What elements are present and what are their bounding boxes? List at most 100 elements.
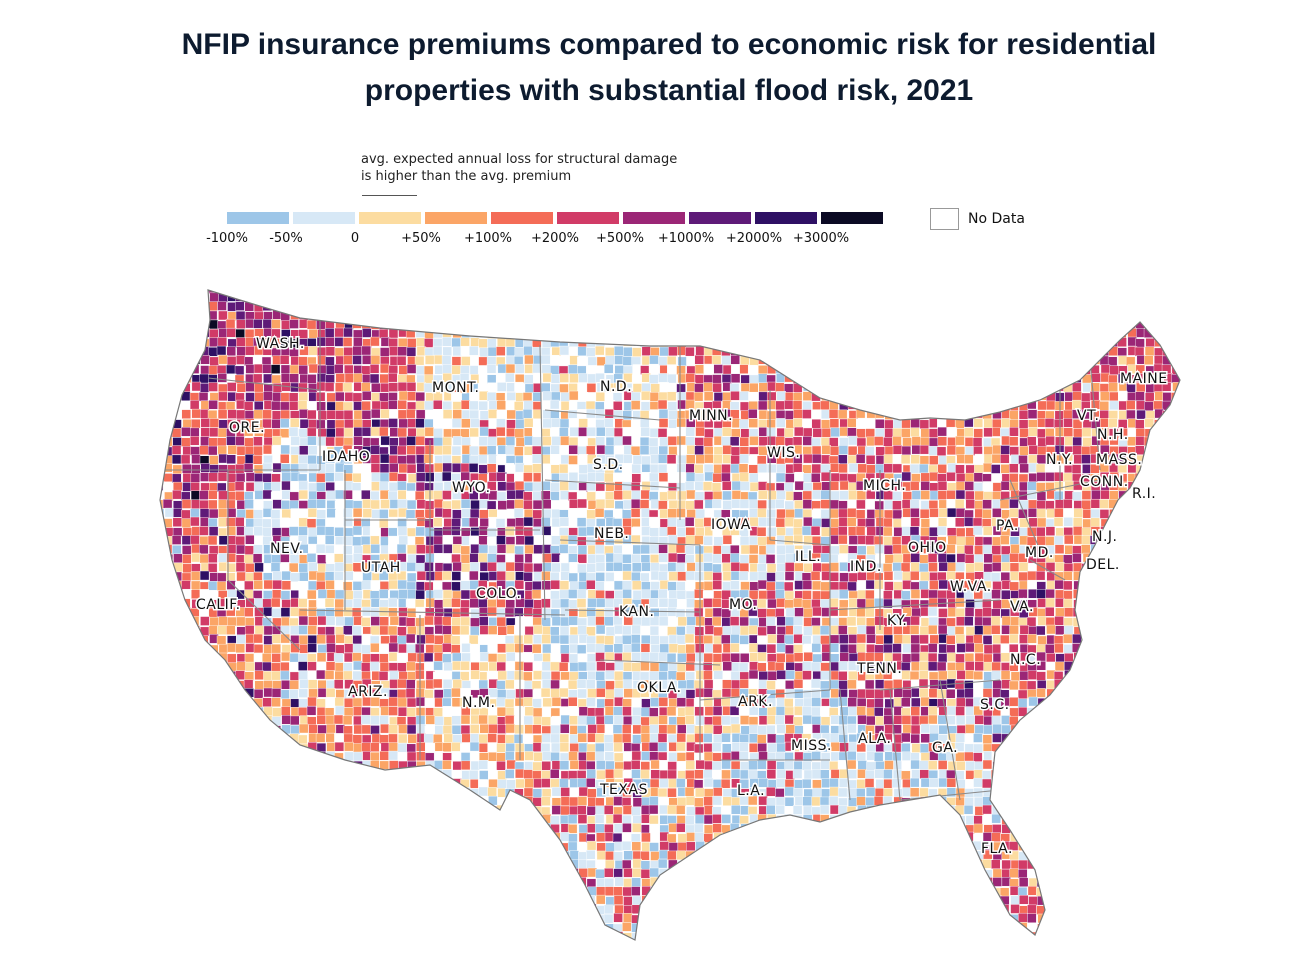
county-tile: [513, 301, 524, 311]
county-tile: [163, 400, 173, 410]
county-tile: [325, 290, 335, 294]
county-tile: [343, 291, 353, 302]
county-tile: [1108, 311, 1118, 322]
county-tile: [514, 545, 524, 556]
county-tile: [344, 392, 355, 402]
county-tile: [1126, 292, 1137, 303]
county-tile: [379, 643, 389, 653]
legend-swatch: [755, 212, 817, 224]
county-tile: [1171, 608, 1180, 619]
county-tile: [731, 309, 741, 320]
county-tile: [757, 652, 767, 662]
county-tile: [612, 320, 623, 330]
county-tile: [488, 428, 498, 438]
county-tile: [1027, 328, 1037, 338]
county-tile: [344, 290, 355, 294]
county-tile: [982, 580, 992, 591]
county-tile: [200, 517, 210, 527]
county-tile: [452, 409, 462, 419]
county-tile: [306, 553, 317, 563]
county-tile: [1109, 652, 1120, 662]
county-tile: [919, 338, 929, 349]
county-tile: [920, 436, 930, 447]
county-tile: [865, 417, 876, 428]
county-tile: [648, 491, 659, 501]
county-tile: [316, 669, 326, 680]
county-tile: [200, 418, 211, 428]
county-tile: [829, 598, 839, 608]
county-tile: [505, 363, 516, 374]
county-tile: [505, 536, 516, 546]
county-tile: [1091, 625, 1101, 635]
county-tile: [1100, 418, 1110, 428]
county-tile: [613, 401, 623, 411]
county-tile: [640, 626, 650, 636]
county-tile: [542, 653, 552, 663]
county-tile: [289, 319, 299, 329]
county-tile: [191, 552, 201, 563]
county-tile: [820, 599, 830, 609]
county-tile: [955, 464, 965, 474]
county-tile: [784, 644, 795, 655]
county-tile: [218, 553, 228, 563]
county-tile: [1162, 436, 1172, 446]
county-tile: [1018, 562, 1029, 572]
county-tile: [866, 526, 876, 536]
county-tile: [703, 635, 714, 645]
county-tile: [441, 553, 452, 564]
county-tile: [811, 329, 821, 339]
county-tile: [253, 319, 263, 329]
county-tile: [541, 590, 552, 600]
county-tile: [614, 500, 625, 511]
county-tile: [1118, 535, 1129, 545]
county-tile: [738, 571, 749, 581]
county-tile: [442, 589, 453, 600]
county-tile: [263, 625, 274, 636]
county-tile: [740, 644, 750, 654]
county-tile: [856, 499, 866, 510]
county-tile: [1055, 607, 1065, 618]
county-tile: [865, 625, 876, 636]
county-tile: [900, 662, 911, 672]
county-tile: [640, 651, 651, 662]
county-tile: [1154, 463, 1165, 473]
county-tile: [542, 626, 552, 636]
county-tile: [488, 661, 498, 672]
county-tile: [478, 302, 488, 312]
county-tile: [160, 490, 164, 501]
county-tile: [461, 643, 471, 653]
county-tile: [541, 354, 551, 365]
county-tile: [722, 427, 732, 437]
county-tile: [731, 535, 742, 545]
county-tile: [506, 301, 516, 312]
county-tile: [567, 320, 578, 330]
county-tile: [397, 445, 407, 456]
county-tile: [1172, 419, 1180, 429]
county-tile: [1161, 382, 1172, 392]
county-tile: [434, 364, 444, 375]
county-tile: [496, 535, 506, 545]
county-tile: [244, 499, 254, 509]
county-tile: [569, 290, 580, 293]
county-tile: [1046, 328, 1056, 339]
county-tile: [1089, 320, 1100, 330]
county-tile: [415, 328, 426, 338]
county-tile: [398, 535, 408, 546]
county-tile: [532, 392, 543, 402]
county-tile: [182, 652, 192, 662]
county-tile: [160, 643, 166, 653]
county-tile: [515, 535, 526, 545]
county-tile: [478, 391, 489, 401]
county-tile: [740, 374, 751, 385]
county-tile: [452, 328, 462, 339]
county-tile: [855, 480, 866, 491]
county-tile: [1145, 320, 1155, 331]
county-tile: [974, 661, 984, 671]
county-tile: [416, 626, 426, 636]
county-tile: [226, 328, 237, 338]
county-tile: [406, 661, 416, 672]
county-tile: [891, 292, 902, 303]
county-tile: [1009, 581, 1019, 592]
county-tile: [722, 661, 732, 671]
county-tile: [668, 634, 679, 645]
